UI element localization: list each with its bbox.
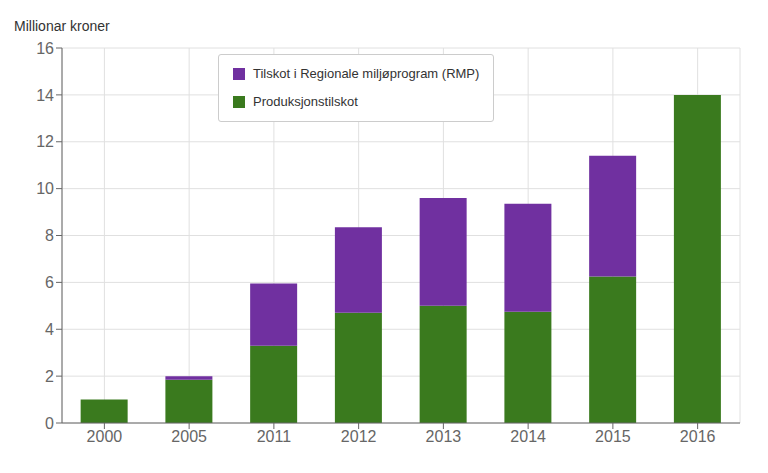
- svg-text:2000: 2000: [87, 428, 123, 445]
- svg-text:2014: 2014: [510, 428, 546, 445]
- html-text:Millionar kroner: Millionar kroner: [14, 18, 110, 34]
- svg-text:8: 8: [45, 227, 54, 244]
- svg-text:12: 12: [36, 133, 54, 150]
- svg-text:2005: 2005: [171, 428, 207, 445]
- svg-text:2013: 2013: [426, 428, 462, 445]
- svg-text:10: 10: [36, 180, 54, 197]
- svg-text:4: 4: [45, 321, 54, 338]
- svg-text:16: 16: [36, 40, 54, 57]
- html-text:Produksjonstilskot: Produksjonstilskot: [253, 94, 358, 109]
- svg-text:2016: 2016: [680, 428, 716, 445]
- svg-text:2015: 2015: [595, 428, 631, 445]
- svg-text:2011: 2011: [257, 428, 292, 445]
- svg-text:2012: 2012: [341, 428, 377, 445]
- svg-text:14: 14: [36, 87, 54, 104]
- svg-text:2: 2: [45, 368, 54, 385]
- html-text:Tilskot i Regionale miljøprogr: Tilskot i Regionale miljøprogram (RMP): [253, 66, 480, 81]
- svg-text:6: 6: [45, 274, 54, 291]
- svg-text:0: 0: [45, 415, 54, 432]
